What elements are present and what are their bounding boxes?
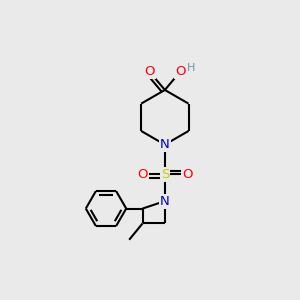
Text: N: N xyxy=(160,195,170,208)
Text: H: H xyxy=(187,63,196,73)
Text: N: N xyxy=(160,138,170,151)
Text: S: S xyxy=(161,168,169,181)
Text: O: O xyxy=(137,168,148,181)
Text: O: O xyxy=(175,65,185,78)
Text: O: O xyxy=(144,65,155,78)
Text: O: O xyxy=(182,168,192,181)
